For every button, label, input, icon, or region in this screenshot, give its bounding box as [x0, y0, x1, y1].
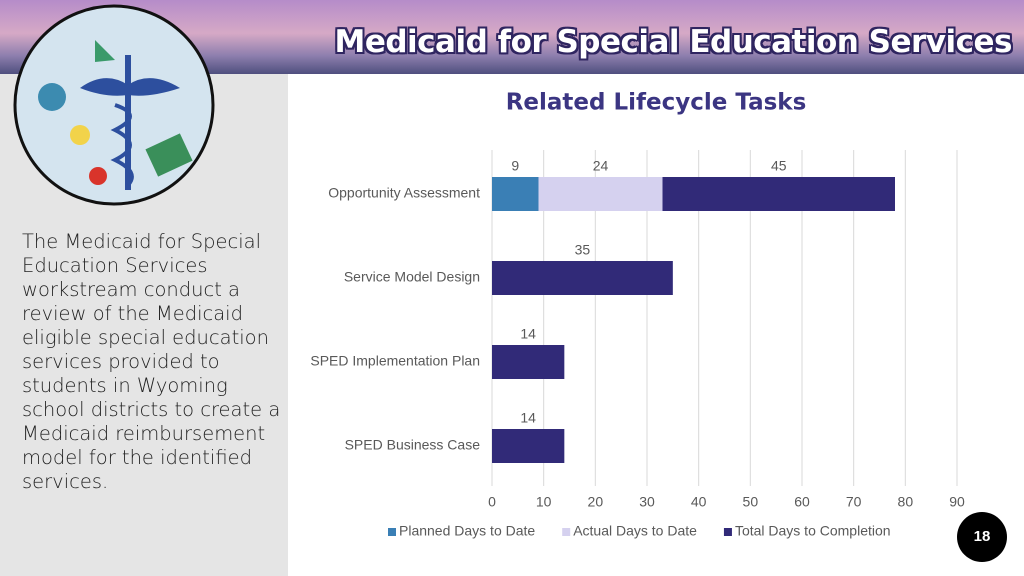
slide-title: Medicaid for Special Education Services [334, 24, 1012, 60]
data-label: 35 [575, 242, 591, 258]
chart-title: Related Lifecycle Tasks [506, 90, 807, 116]
x-tick-label: 20 [588, 494, 604, 510]
y-tick-label: SPED Implementation Plan [310, 353, 480, 369]
data-label: 14 [520, 410, 536, 426]
legend-label: Actual Days to Date [573, 523, 697, 539]
legend-swatch [562, 528, 571, 536]
data-label: 45 [771, 158, 787, 174]
bar [492, 345, 565, 379]
bar [492, 177, 539, 211]
data-label: 24 [593, 158, 609, 174]
x-tick-label: 70 [846, 494, 862, 510]
data-label: 9 [511, 158, 519, 174]
y-tick-label: SPED Business Case [345, 437, 481, 453]
sidebar-text: The Medicaid for Special Education Servi… [22, 230, 281, 493]
page-number: 18 [957, 512, 1007, 562]
bar [492, 429, 565, 463]
legend-swatch [388, 528, 396, 536]
x-tick-label: 10 [536, 494, 552, 510]
legend-swatch [723, 528, 732, 536]
y-tick-label: Opportunity Assessment [328, 185, 480, 201]
legend-label: Total Days to Completion [735, 523, 891, 539]
bar [662, 177, 895, 211]
x-tick-label: 40 [691, 494, 707, 510]
legend-label: Planned Days to Date [399, 523, 535, 539]
x-tick-label: 0 [488, 494, 496, 510]
x-tick-label: 60 [794, 494, 810, 510]
logo [13, 4, 215, 206]
x-tick-label: 90 [949, 494, 965, 510]
x-tick-label: 30 [639, 494, 655, 510]
x-tick-label: 80 [898, 494, 914, 510]
x-tick-label: 50 [743, 494, 759, 510]
data-label: 14 [520, 326, 536, 342]
bar [492, 261, 673, 295]
y-tick-label: Service Model Design [344, 269, 480, 285]
bar [538, 177, 663, 211]
